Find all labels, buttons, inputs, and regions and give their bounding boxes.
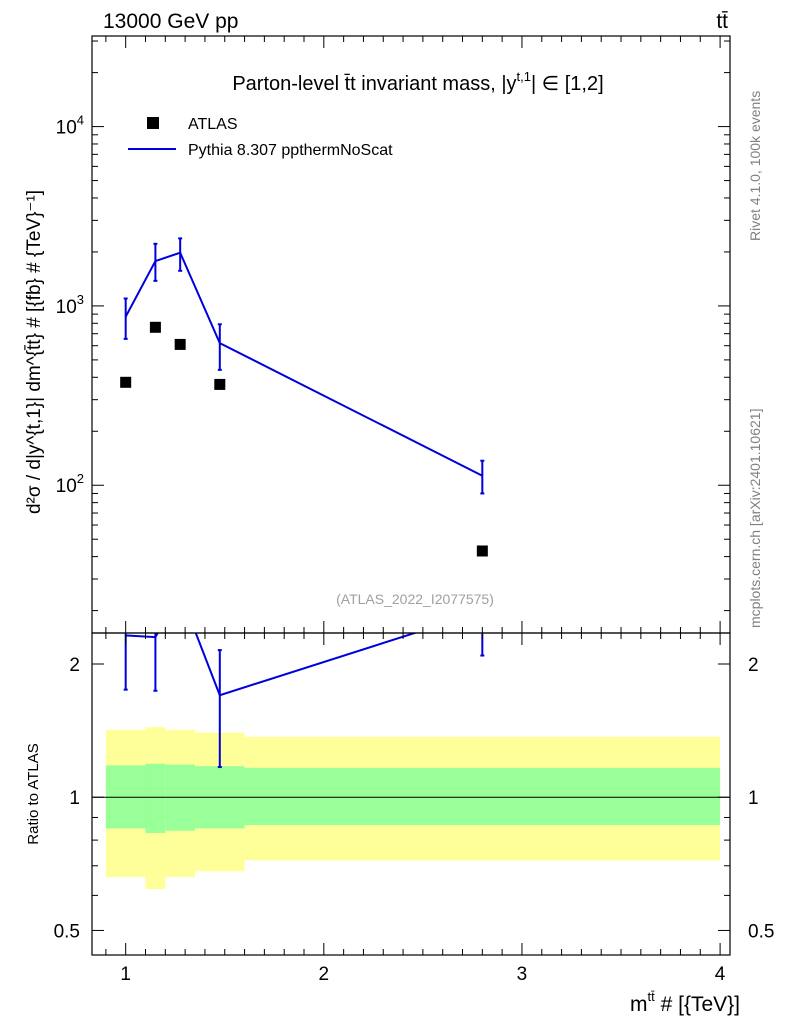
- ratio-y-tick-labels: 0.5 0.5 1 1 2 2: [54, 655, 775, 942]
- ratio-band-inner: [244, 767, 721, 826]
- tick-exponent: 3: [77, 292, 84, 307]
- ratio-y-tick-label-left: 1: [69, 788, 80, 809]
- tick-base: 10: [56, 118, 77, 139]
- x-tick-label: 1: [120, 964, 131, 985]
- x-axis-label: mtt̄ # [{TeV}]: [630, 989, 740, 1016]
- ratio-y-tick-label-right: 1: [748, 788, 759, 809]
- title-tail: | ∈ [1,2]: [531, 73, 604, 95]
- main-y-tick-label: 104: [56, 113, 84, 139]
- main-y-axis-label: d²σ / d|y^{t,1}| dm^{t̄t} # [{fb} # {TeV…: [24, 190, 45, 514]
- legend-label-atlas: ATLAS: [188, 116, 238, 133]
- ratio-y-tick-label-right: 0.5: [748, 921, 774, 942]
- main-y-tick-label: 102: [56, 471, 84, 497]
- main-y-tick-label: 103: [56, 292, 84, 318]
- main-data-series: [120, 321, 488, 557]
- ratio-pythia-line: [125, 633, 418, 697]
- pythia-line: [124, 251, 483, 477]
- mcplots-label: mcplots.cern.ch [arXiv:2401.10621]: [747, 409, 763, 628]
- main-mc-series: [123, 237, 485, 495]
- main-plot-title: Parton-level t̄t invariant mass, |yt,1| …: [232, 69, 603, 95]
- x-axis-label-sup: tt̄: [648, 989, 656, 1004]
- atlas-data-point: [174, 338, 186, 350]
- ratio-uncertainty-bands: [105, 727, 721, 890]
- x-tick-label: 3: [517, 964, 528, 985]
- title-text: Parton-level t̄t invariant mass, |y: [232, 73, 516, 95]
- title-superscript: t,1: [517, 69, 531, 84]
- main-axis-ticks: [92, 36, 730, 633]
- x-axis-label-text: m: [630, 993, 648, 1016]
- ratio-axis-ticks: [92, 633, 730, 955]
- legend-label-pythia: Pythia 8.307 ppthermNoScat: [188, 142, 393, 159]
- ratio-y-tick-label-left: 2: [69, 655, 80, 676]
- tick-base: 10: [56, 476, 77, 497]
- atlas-data-point: [214, 378, 226, 390]
- header-energy-label: 13000 GeV pp: [103, 10, 238, 33]
- ratio-plot-frame: [91, 632, 731, 956]
- tick-exponent: 4: [77, 113, 84, 128]
- atlas-data-point: [476, 545, 488, 557]
- tick-base: 10: [56, 297, 77, 318]
- ratio-y-tick-label-left: 0.5: [54, 921, 80, 942]
- ratio-y-axis-label: Ratio to ATLAS: [25, 743, 42, 844]
- tick-exponent: 2: [77, 471, 84, 486]
- header-process-label: tt̄: [716, 10, 728, 33]
- x-tick-label: 4: [715, 964, 726, 985]
- atlas-data-point: [120, 376, 132, 388]
- x-axis-label-tail: # [{TeV}]: [655, 993, 740, 1016]
- ratio-y-tick-label-right: 2: [748, 655, 759, 676]
- legend-marker-atlas: [147, 117, 159, 129]
- analysis-watermark: (ATLAS_2022_I2077575): [336, 591, 494, 607]
- atlas-data-point: [149, 321, 161, 333]
- rivet-version-label: Rivet 4.1.0, 100k events: [747, 91, 763, 241]
- x-tick-labels: 1 2 3 4: [120, 964, 725, 985]
- ratio-band-inner: [145, 763, 166, 834]
- x-tick-label: 2: [319, 964, 330, 985]
